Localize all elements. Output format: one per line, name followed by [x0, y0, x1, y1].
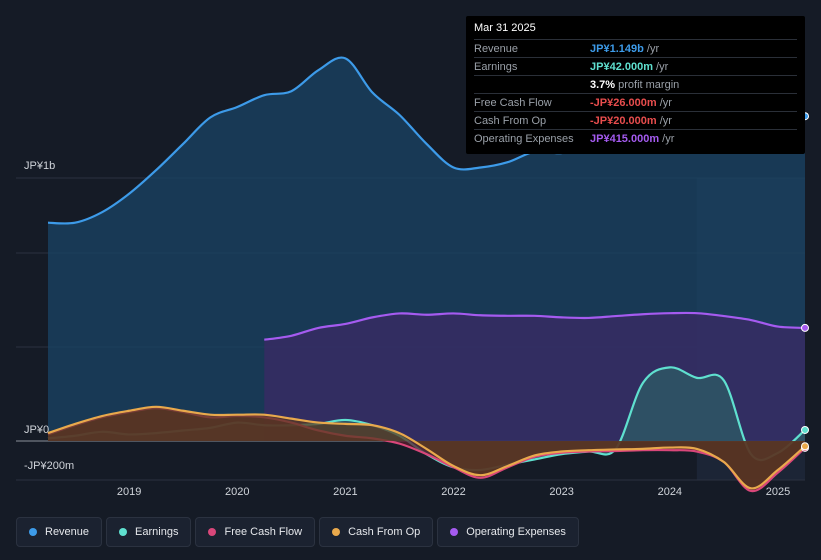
legend-dot-icon — [450, 528, 459, 536]
legend-dot-icon — [208, 528, 217, 536]
legend-dot-icon — [29, 528, 37, 536]
legend-label: Operating Expenses — [466, 526, 566, 538]
tooltip-row: Earnings JP¥42.000m /yr — [474, 57, 797, 75]
legend-dot-icon — [332, 528, 341, 536]
tooltip-row-label: Revenue — [474, 42, 519, 55]
legend-item-revenue[interactable]: Revenue — [16, 517, 103, 547]
tooltip-row: 3.7% profit margin — [474, 75, 797, 93]
legend-label: Cash From Op — [348, 526, 421, 538]
legend-label: Free Cash Flow — [224, 526, 303, 538]
x-tick-label: 2023 — [549, 486, 573, 498]
tooltip-row: Cash From Op -JP¥20.000m /yr — [474, 111, 797, 129]
operating-expenses-endpoint — [801, 323, 809, 332]
tooltip-row: Operating Expenses JP¥415.000m /yr — [474, 129, 797, 147]
operating-expenses-line — [264, 311, 806, 341]
x-axis-ticks: 2019 2020 2021 2022 2023 2024 2025 — [117, 486, 790, 498]
x-tick-label: 2025 — [766, 486, 790, 498]
x-tick-label: 2024 — [658, 486, 682, 498]
legend-dot-icon — [119, 528, 128, 536]
x-tick-label: 2021 — [333, 486, 357, 498]
cash-from-op-endpoint — [801, 442, 809, 451]
data-tooltip: Mar 31 2025 Revenue JP¥1.149b /yr Earnings… — [466, 16, 805, 154]
tooltip-row-value: JP¥42.000m /yr — [590, 60, 669, 73]
tooltip-row: Free Cash Flow -JP¥26.000m /yr — [474, 93, 797, 111]
cash-from-op-line — [47, 405, 806, 490]
legend-item-free-cash-flow[interactable]: Free Cash Flow — [195, 517, 316, 547]
x-tick-label: 2019 — [117, 486, 141, 498]
legend-item-cash-from-op[interactable]: Cash From Op — [319, 517, 434, 547]
tooltip-row-label: Earnings — [474, 60, 518, 73]
y-axis-label-neg: -JP¥200m — [24, 460, 75, 472]
tooltip-row-label: Cash From Op — [474, 114, 547, 127]
earnings-endpoint — [801, 425, 809, 434]
legend-label: Earnings — [135, 526, 179, 538]
tooltip-row-value: JP¥415.000m /yr — [590, 132, 675, 145]
x-tick-label: 2022 — [441, 486, 465, 498]
tooltip-row: Revenue JP¥1.149b /yr — [474, 39, 797, 57]
tooltip-row-label: Operating Expenses — [474, 132, 574, 145]
tooltip-row-value: -JP¥20.000m /yr — [590, 114, 672, 127]
legend-item-earnings[interactable]: Earnings — [106, 517, 192, 547]
legend-item-operating-expenses[interactable]: Operating Expenses — [437, 517, 579, 547]
tooltip-row-label: Free Cash Flow — [474, 96, 552, 109]
tooltip-row-value: -JP¥26.000m /yr — [590, 96, 672, 109]
x-tick-label: 2020 — [225, 486, 249, 498]
y-axis-label-top: JP¥1b — [24, 160, 56, 172]
tooltip-row-value: 3.7% profit margin — [590, 78, 680, 91]
legend: Revenue Earnings Free Cash Flow Cash From O… — [16, 517, 579, 547]
tooltip-date: Mar 31 2025 — [474, 22, 536, 34]
tooltip-row-value: JP¥1.149b /yr — [590, 42, 660, 55]
legend-label: Revenue — [45, 526, 90, 538]
y-axis-label-zero: JP¥0 — [24, 424, 50, 436]
